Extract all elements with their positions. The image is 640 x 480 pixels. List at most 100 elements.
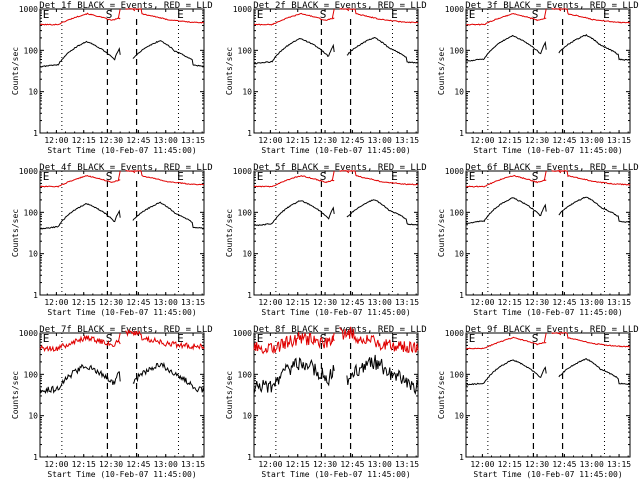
- y-tick-label: 1: [459, 291, 464, 300]
- x-tick-label: 12:15: [286, 298, 310, 307]
- events-series-line: [253, 354, 419, 396]
- x-tick-label: 13:00: [580, 136, 604, 145]
- region-marker-e: E: [257, 170, 264, 183]
- y-tick-label: 100: [450, 370, 465, 379]
- y-tick-label: 10: [28, 250, 38, 259]
- y-tick-label: 1000: [445, 5, 464, 14]
- x-tick-label: 13:15: [181, 136, 205, 145]
- detector-panel-3: Det 3f BLACK = Events, RED = LLD 12:00 12:…: [437, 1, 639, 155]
- events-series-line: [39, 361, 205, 395]
- x-axis-label: Start Time (10-Feb-07 11:45:00): [473, 146, 622, 155]
- plot-frame: [253, 8, 419, 134]
- detector-panel-6: Det 6f BLACK = Events, RED = LLD 12:00 12:…: [437, 163, 639, 317]
- x-axis-label: Start Time (10-Feb-07 11:45:00): [261, 470, 410, 479]
- region-marker-e: E: [603, 332, 610, 345]
- region-marker-s: S: [532, 170, 539, 183]
- region-marker-e: E: [469, 170, 476, 183]
- events-series-line: [465, 358, 631, 386]
- x-tick-label: 12:00: [44, 460, 68, 469]
- y-tick-label: 10: [454, 250, 464, 259]
- region-marker-s: S: [106, 332, 113, 345]
- y-axis-label: Counts/sec: [11, 47, 20, 95]
- detector-panel-4: Det 4f BLACK = Events, RED = LLD 12:00 12:…: [11, 163, 213, 317]
- x-axis-label: Start Time (10-Feb-07 11:45:00): [473, 308, 622, 317]
- plot-frame: [465, 170, 631, 296]
- panel-title: Det 1f BLACK = Events, RED = LLD: [39, 1, 212, 11]
- lld-series-line: [253, 8, 419, 26]
- x-tick-label: 13:15: [395, 136, 419, 145]
- detector-panel-7: Det 7f BLACK = Events, RED = LLD 12:00 12:…: [11, 325, 213, 479]
- panel-title: Det 4f BLACK = Events, RED = LLD: [39, 163, 212, 173]
- x-axis-label: Start Time (10-Feb-07 11:45:00): [473, 470, 622, 479]
- lld-saa-peak: [543, 8, 562, 19]
- x-tick-label: 12:00: [258, 460, 282, 469]
- region-marker-e: E: [391, 332, 398, 345]
- lld-series-line: [465, 170, 631, 188]
- y-tick-label: 100: [450, 208, 465, 217]
- detector-panel-9: Det 9f BLACK = Events, RED = LLD 12:00 12:…: [437, 325, 639, 479]
- panel-title: Det 3f BLACK = Events, RED = LLD: [465, 1, 638, 11]
- panel-title: Det 2f BLACK = Events, RED = LLD: [253, 1, 426, 11]
- region-marker-s: S: [106, 170, 113, 183]
- region-marker-e: E: [43, 332, 50, 345]
- y-axis-label: Counts/sec: [11, 209, 20, 257]
- y-axis-label: Counts/sec: [225, 371, 234, 419]
- events-series-line: [253, 199, 419, 227]
- y-tick-label: 1000: [445, 329, 464, 338]
- y-tick-label: 100: [238, 370, 253, 379]
- x-tick-label: 12:45: [340, 298, 364, 307]
- x-tick-label: 12:00: [470, 298, 494, 307]
- y-tick-label: 10: [242, 250, 252, 259]
- region-marker-s: S: [320, 170, 327, 183]
- lld-series-line: [465, 8, 631, 26]
- x-tick-label: 12:45: [126, 136, 150, 145]
- x-tick-label: 13:00: [580, 298, 604, 307]
- lld-series-line: [465, 331, 631, 350]
- x-tick-label: 12:30: [313, 298, 337, 307]
- events-series-line: [465, 33, 631, 62]
- x-tick-label: 13:00: [368, 136, 392, 145]
- lld-series-line: [39, 8, 204, 26]
- y-tick-label: 10: [242, 88, 252, 97]
- y-tick-label: 1000: [233, 167, 252, 176]
- x-tick-label: 12:15: [72, 136, 96, 145]
- x-tick-label: 12:15: [72, 298, 96, 307]
- x-axis-label: Start Time (10-Feb-07 11:45:00): [261, 308, 410, 317]
- y-axis-label: Counts/sec: [437, 209, 446, 257]
- region-marker-s: S: [532, 332, 539, 345]
- region-marker-e: E: [603, 170, 610, 183]
- x-tick-label: 13:15: [181, 460, 205, 469]
- x-tick-label: 13:15: [607, 460, 631, 469]
- x-axis-label: Start Time (10-Feb-07 11:45:00): [47, 470, 196, 479]
- events-series-line: [39, 201, 205, 230]
- y-tick-label: 100: [24, 370, 39, 379]
- x-tick-label: 13:00: [368, 298, 392, 307]
- lld-saa-peak: [331, 332, 350, 343]
- plot-frame: [253, 332, 419, 458]
- y-axis-label: Counts/sec: [225, 209, 234, 257]
- region-marker-e: E: [391, 8, 398, 21]
- x-tick-label: 12:30: [99, 136, 123, 145]
- y-tick-label: 10: [28, 88, 38, 97]
- x-tick-label: 13:00: [154, 298, 178, 307]
- x-tick-label: 12:30: [99, 298, 123, 307]
- detector-panel-5: Det 5f BLACK = Events, RED = LLD 12:00 12:…: [225, 163, 427, 317]
- x-tick-label: 13:00: [154, 136, 178, 145]
- x-tick-label: 13:15: [607, 136, 631, 145]
- y-tick-label: 1: [247, 453, 252, 462]
- x-tick-label: 12:45: [340, 136, 364, 145]
- lld-saa-peak: [543, 332, 562, 343]
- x-axis-label: Start Time (10-Feb-07 11:45:00): [261, 146, 410, 155]
- x-tick-label: 13:00: [154, 460, 178, 469]
- region-marker-e: E: [177, 170, 184, 183]
- y-tick-label: 1000: [19, 5, 38, 14]
- x-tick-label: 12:00: [258, 136, 282, 145]
- x-tick-label: 12:00: [470, 460, 494, 469]
- panel-title: Det 7f BLACK = Events, RED = LLD: [39, 325, 212, 335]
- y-tick-label: 1: [33, 129, 38, 138]
- x-tick-label: 13:00: [580, 460, 604, 469]
- y-tick-label: 100: [450, 46, 465, 55]
- region-marker-e: E: [43, 170, 50, 183]
- x-tick-label: 12:30: [99, 460, 123, 469]
- y-tick-label: 1: [247, 129, 252, 138]
